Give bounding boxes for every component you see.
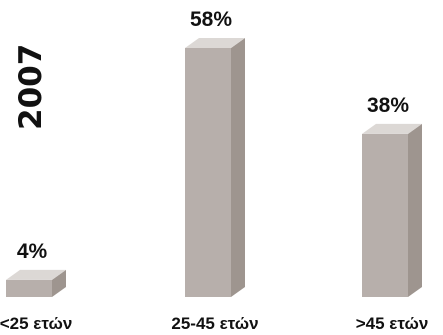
category-label-2: 25-45 ετών	[171, 314, 258, 333]
bar-front-face	[6, 279, 52, 297]
bar-side-face	[231, 38, 245, 297]
value-label-2: 58%	[190, 8, 232, 31]
bar-side-face	[52, 269, 66, 297]
category-label-1: <25 ετών	[0, 314, 72, 333]
bar-2	[185, 38, 245, 297]
bar-top-face	[6, 269, 66, 280]
bar-front-face	[362, 133, 408, 297]
bar-1	[6, 269, 66, 297]
value-label-1: 4%	[17, 240, 48, 263]
value-label-3: 38%	[367, 94, 409, 117]
bar-front-face	[185, 48, 231, 297]
bar-top-face	[185, 38, 245, 48]
bar-top-face	[362, 123, 422, 134]
category-label-3: >45 ετών	[356, 314, 429, 333]
bar-side-face	[408, 123, 422, 298]
bar-3	[362, 123, 422, 298]
